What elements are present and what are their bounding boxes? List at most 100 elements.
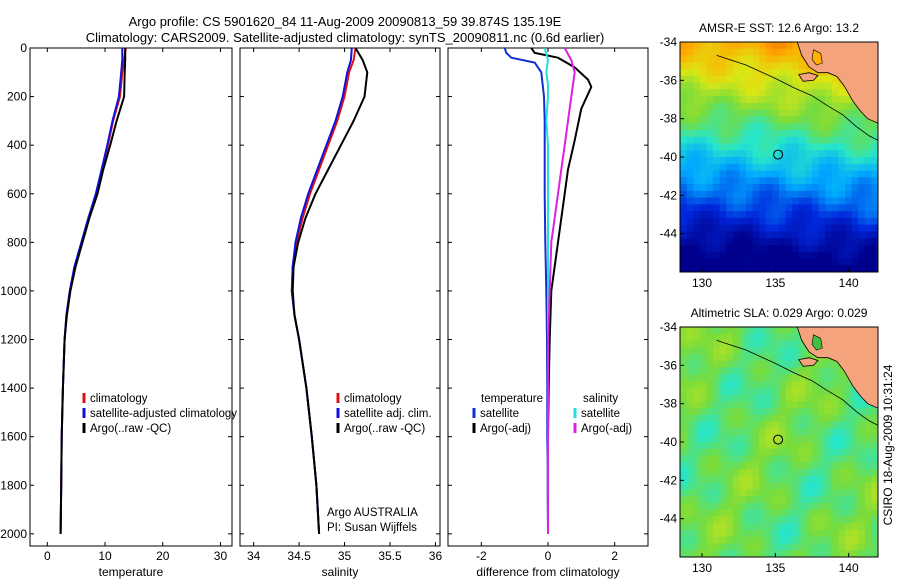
map-cell (845, 529, 853, 538)
map-cell (680, 184, 688, 192)
map-cell (864, 414, 872, 423)
y-tick-label: 1200 (0, 333, 27, 347)
map-cell (831, 550, 839, 557)
map-cell (805, 435, 813, 443)
map-cell (746, 244, 754, 253)
map-cell (779, 217, 787, 226)
map-cell (845, 197, 853, 205)
map-cell (792, 442, 800, 450)
map-cell (805, 82, 813, 90)
map-cell (706, 96, 714, 104)
map-cell (845, 143, 853, 151)
map-cell (864, 462, 872, 470)
map-cell (812, 102, 820, 111)
map-cell (779, 89, 787, 97)
map-cell (732, 48, 740, 57)
map-cell (798, 374, 806, 382)
map-cell (845, 475, 853, 484)
map-cell (805, 496, 813, 504)
map-cell (699, 258, 707, 266)
map-cell (765, 143, 773, 151)
map-cell (726, 231, 734, 239)
map-cell (805, 177, 813, 185)
series-line-argo-raw-qc- (291, 48, 369, 534)
map-cell (864, 543, 872, 551)
map-cell (798, 381, 806, 389)
map-cell (838, 102, 846, 111)
sst-map-title: AMSR-E SST: 12.6 Argo: 13.2 (699, 21, 859, 35)
map-cell (812, 462, 820, 470)
map-cell (732, 96, 740, 104)
map-cell (719, 516, 727, 524)
map-cell (746, 529, 754, 538)
map-cell (732, 231, 740, 239)
map-cell (686, 62, 694, 70)
map-cell (713, 157, 721, 165)
map-cell (693, 244, 701, 253)
map-cell (686, 435, 694, 443)
map-cell (812, 469, 820, 477)
map-cell (805, 482, 813, 490)
map-cell (812, 455, 820, 463)
map-cell (713, 143, 721, 151)
y-tick-label: -44 (660, 512, 678, 526)
map-cell (699, 69, 707, 77)
map-cell (798, 102, 806, 111)
map-cell (779, 347, 787, 355)
map-cell (858, 184, 866, 192)
map-cell (798, 231, 806, 239)
map-cell (680, 116, 688, 124)
map-cell (772, 374, 780, 382)
map-cell (798, 502, 806, 511)
map-cell (785, 109, 793, 118)
map-cell (845, 502, 853, 511)
map-cell (851, 550, 859, 557)
map-cell (693, 231, 701, 239)
map-cell (765, 184, 773, 192)
map-cell (680, 211, 688, 219)
map-cell (831, 523, 839, 531)
map-cell (686, 116, 694, 124)
y-tick-label: 800 (7, 235, 27, 249)
map-cell (838, 177, 846, 185)
map-cell (851, 251, 859, 260)
map-cell (825, 197, 833, 205)
legend-label: satellite (480, 408, 519, 420)
map-cell (693, 69, 701, 77)
map-cell (864, 163, 872, 172)
map-cell (851, 408, 859, 416)
map-cell (680, 387, 688, 396)
legend-label: climatology (344, 393, 402, 405)
map-cell (851, 170, 859, 178)
map-cell (845, 258, 853, 266)
map-cell (699, 204, 707, 212)
x-tick-label: 0 (44, 549, 51, 563)
map-cell (785, 536, 793, 545)
map-cell (805, 102, 813, 111)
map-cell (713, 197, 721, 205)
map-cell (798, 116, 806, 124)
map-cell (680, 496, 688, 504)
map-cell (713, 455, 721, 463)
map-cell (845, 435, 853, 443)
map-cell (805, 489, 813, 497)
map-cell (851, 435, 859, 443)
map-cell (792, 82, 800, 90)
map-cell (765, 516, 773, 524)
map-cell (818, 428, 826, 436)
map-cell (851, 442, 859, 450)
map-cell (726, 150, 734, 158)
map-cell (798, 197, 806, 205)
map-cell (759, 75, 767, 84)
map-cell (825, 211, 833, 219)
map-cell (871, 469, 878, 477)
map-cell (798, 475, 806, 484)
map-cell (759, 96, 767, 104)
map-cell (792, 340, 800, 348)
map-cell (825, 231, 833, 239)
map-cell (785, 184, 793, 192)
map-cell (746, 340, 754, 348)
map-cell (792, 414, 800, 423)
map-cell (845, 96, 853, 104)
map-cell (825, 360, 833, 369)
